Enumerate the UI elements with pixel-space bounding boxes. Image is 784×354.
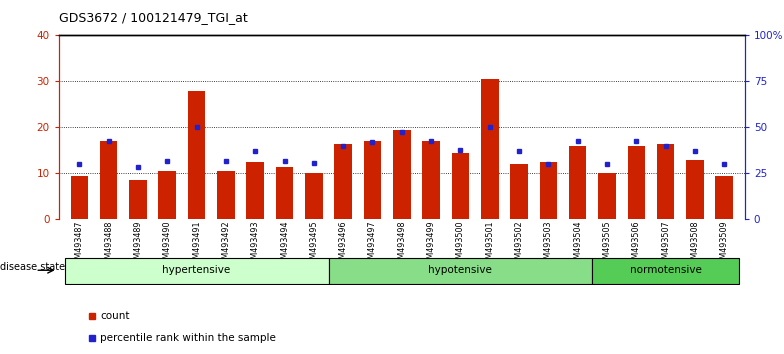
Bar — [305, 173, 323, 219]
Text: disease state: disease state — [0, 262, 65, 272]
Bar — [657, 143, 674, 219]
Bar — [71, 176, 88, 219]
Bar — [423, 141, 440, 219]
Bar — [188, 91, 205, 219]
Bar — [217, 171, 234, 219]
Text: hypertensive: hypertensive — [162, 265, 230, 275]
Bar — [686, 160, 704, 219]
Text: normotensive: normotensive — [630, 265, 702, 275]
Bar — [510, 164, 528, 219]
Bar — [593, 258, 739, 284]
Bar — [328, 258, 593, 284]
Bar — [100, 141, 118, 219]
Text: hypotensive: hypotensive — [429, 265, 492, 275]
Text: count: count — [100, 311, 130, 321]
Bar — [64, 258, 328, 284]
Bar — [246, 162, 264, 219]
Bar — [158, 171, 176, 219]
Bar — [129, 181, 147, 219]
Bar — [627, 146, 645, 219]
Bar — [598, 173, 615, 219]
Bar — [569, 146, 586, 219]
Bar — [481, 79, 499, 219]
Bar — [364, 141, 381, 219]
Bar — [334, 143, 352, 219]
Bar — [452, 153, 470, 219]
Bar — [716, 176, 733, 219]
Bar — [276, 166, 293, 219]
Bar — [539, 162, 557, 219]
Bar — [393, 130, 411, 219]
Text: GDS3672 / 100121479_TGI_at: GDS3672 / 100121479_TGI_at — [59, 11, 248, 24]
Text: percentile rank within the sample: percentile rank within the sample — [100, 332, 276, 343]
